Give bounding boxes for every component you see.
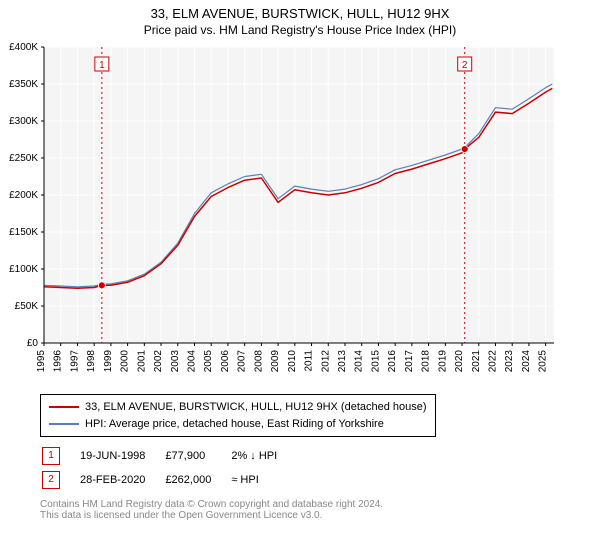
svg-text:1997: 1997 [69,350,80,373]
svg-text:£200K: £200K [9,190,38,201]
price-chart: £0 £50K £100K £150K £200K £250K £300K £350K £400… [0,41,560,381]
tx-date: 28-FEB-2020 [80,469,163,491]
svg-text:2006: 2006 [220,350,231,373]
svg-text:1998: 1998 [86,350,97,373]
transaction-row: 1 19-JUN-1998£77,9002% ↓ HPI [42,445,295,467]
svg-text:2004: 2004 [186,350,197,373]
svg-text:£250K: £250K [9,153,38,164]
transactions-table: 1 19-JUN-1998£77,9002% ↓ HPI 2 28-FEB-2020£… [40,443,297,493]
svg-text:2015: 2015 [370,350,381,373]
svg-text:2025: 2025 [538,350,549,373]
tx-delta: 2% ↓ HPI [231,445,295,467]
svg-text:£100K: £100K [9,264,38,275]
svg-text:£300K: £300K [9,116,38,127]
svg-text:2017: 2017 [404,350,415,373]
legend-row-hpi: HPI: Average price, detached house, East… [49,416,427,433]
transaction-row: 2 28-FEB-2020£262,000≈ HPI [42,469,295,491]
svg-text:2012: 2012 [320,350,331,373]
svg-text:1996: 1996 [53,350,64,373]
title-address: 33, ELM AVENUE, BURSTWICK, HULL, HU12 9H… [0,6,600,21]
svg-text:2024: 2024 [521,350,532,373]
chart-container: £0 £50K £100K £150K £200K £250K £300K £350K £400… [0,41,600,386]
svg-text:2011: 2011 [304,350,315,372]
svg-text:1999: 1999 [103,350,114,373]
footer-line2: This data is licensed under the Open Gov… [40,510,600,521]
svg-text:2005: 2005 [203,350,214,373]
svg-text:2008: 2008 [253,350,264,373]
legend-row-property: 33, ELM AVENUE, BURSTWICK, HULL, HU12 9H… [49,399,427,416]
svg-text:2001: 2001 [136,350,147,373]
svg-text:2: 2 [462,60,468,71]
tx-price: £262,000 [165,469,229,491]
svg-text:£0: £0 [27,338,39,349]
chart-titles: 33, ELM AVENUE, BURSTWICK, HULL, HU12 9H… [0,6,600,37]
legend-swatch-property [49,406,79,408]
svg-text:2021: 2021 [471,350,482,373]
legend-label-property: 33, ELM AVENUE, BURSTWICK, HULL, HU12 9H… [85,399,427,416]
svg-text:2020: 2020 [454,350,465,373]
tx-marker: 1 [42,447,60,465]
svg-text:2014: 2014 [354,350,365,373]
svg-text:2013: 2013 [337,350,348,373]
tx-price: £77,900 [165,445,229,467]
svg-text:2019: 2019 [437,350,448,373]
footer-line1: Contains HM Land Registry data © Crown c… [40,499,600,510]
svg-text:2009: 2009 [270,350,281,373]
svg-text:£150K: £150K [9,227,38,238]
svg-text:2007: 2007 [237,350,248,373]
svg-text:2023: 2023 [504,350,515,373]
tx-marker: 2 [42,471,60,489]
svg-text:2018: 2018 [421,350,432,373]
legend: 33, ELM AVENUE, BURSTWICK, HULL, HU12 9H… [40,394,436,437]
svg-text:2003: 2003 [170,350,181,373]
legend-label-hpi: HPI: Average price, detached house, East… [85,416,384,433]
tx-delta: ≈ HPI [231,469,295,491]
svg-text:£50K: £50K [15,301,39,312]
svg-text:£350K: £350K [9,79,38,90]
svg-text:1: 1 [99,60,105,71]
legend-swatch-hpi [49,423,79,425]
svg-text:2022: 2022 [487,350,498,373]
svg-text:2002: 2002 [153,350,164,373]
svg-text:2010: 2010 [287,350,298,373]
svg-text:1995: 1995 [36,350,47,373]
title-subtitle: Price paid vs. HM Land Registry's House … [0,23,600,37]
svg-text:2000: 2000 [120,350,131,373]
svg-text:£400K: £400K [9,42,38,53]
tx-date: 19-JUN-1998 [80,445,163,467]
svg-text:2016: 2016 [387,350,398,373]
footer-attribution: Contains HM Land Registry data © Crown c… [40,499,600,521]
